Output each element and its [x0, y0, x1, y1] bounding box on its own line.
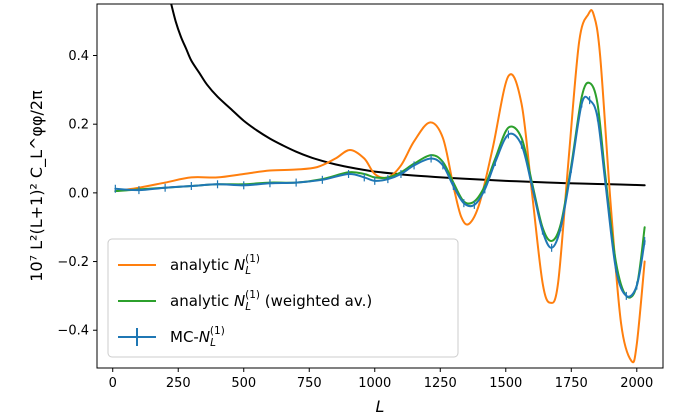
x-tick-label: 750	[297, 376, 322, 391]
legend-label-2: MC-NL(1)	[170, 325, 225, 349]
series-line-0	[114, 9, 646, 364]
plot-area	[114, 4, 646, 364]
x-tick-label: 1000	[358, 376, 391, 391]
x-tick-label: 1500	[489, 376, 522, 391]
y-tick-label: −0.2	[57, 255, 89, 270]
legend: analytic NL(1) analytic NL(1) (weighted a…	[107, 238, 459, 358]
y-tick-label: 0.0	[68, 186, 89, 201]
y-tick-label: 0.4	[68, 49, 89, 64]
y-tick-label: −0.4	[57, 324, 89, 339]
x-axis-label: L	[376, 397, 385, 416]
legend-label-1: analytic NL(1) (weighted av.)	[170, 289, 372, 313]
x-tick-label: 1250	[424, 376, 457, 391]
x-tick-label: 2000	[620, 376, 653, 391]
x-tick-label: 250	[166, 376, 191, 391]
y-axis-label: 10⁷ L²(L+1)² C_L^φφ/2π	[27, 90, 47, 282]
y-tick-label: 0.2	[68, 118, 89, 133]
axes: 0 250 500 750 1000 1250 1500 1750 2000 −0.4 −0.2 0.…	[27, 3, 664, 416]
axes-frame	[96, 3, 664, 369]
x-tick-label: 500	[231, 376, 256, 391]
legend-label-0: analytic NL(1)	[170, 253, 260, 277]
legend-box	[107, 238, 459, 358]
x-tick-label: 0	[109, 376, 117, 391]
x-tick-label: 1750	[555, 376, 588, 391]
